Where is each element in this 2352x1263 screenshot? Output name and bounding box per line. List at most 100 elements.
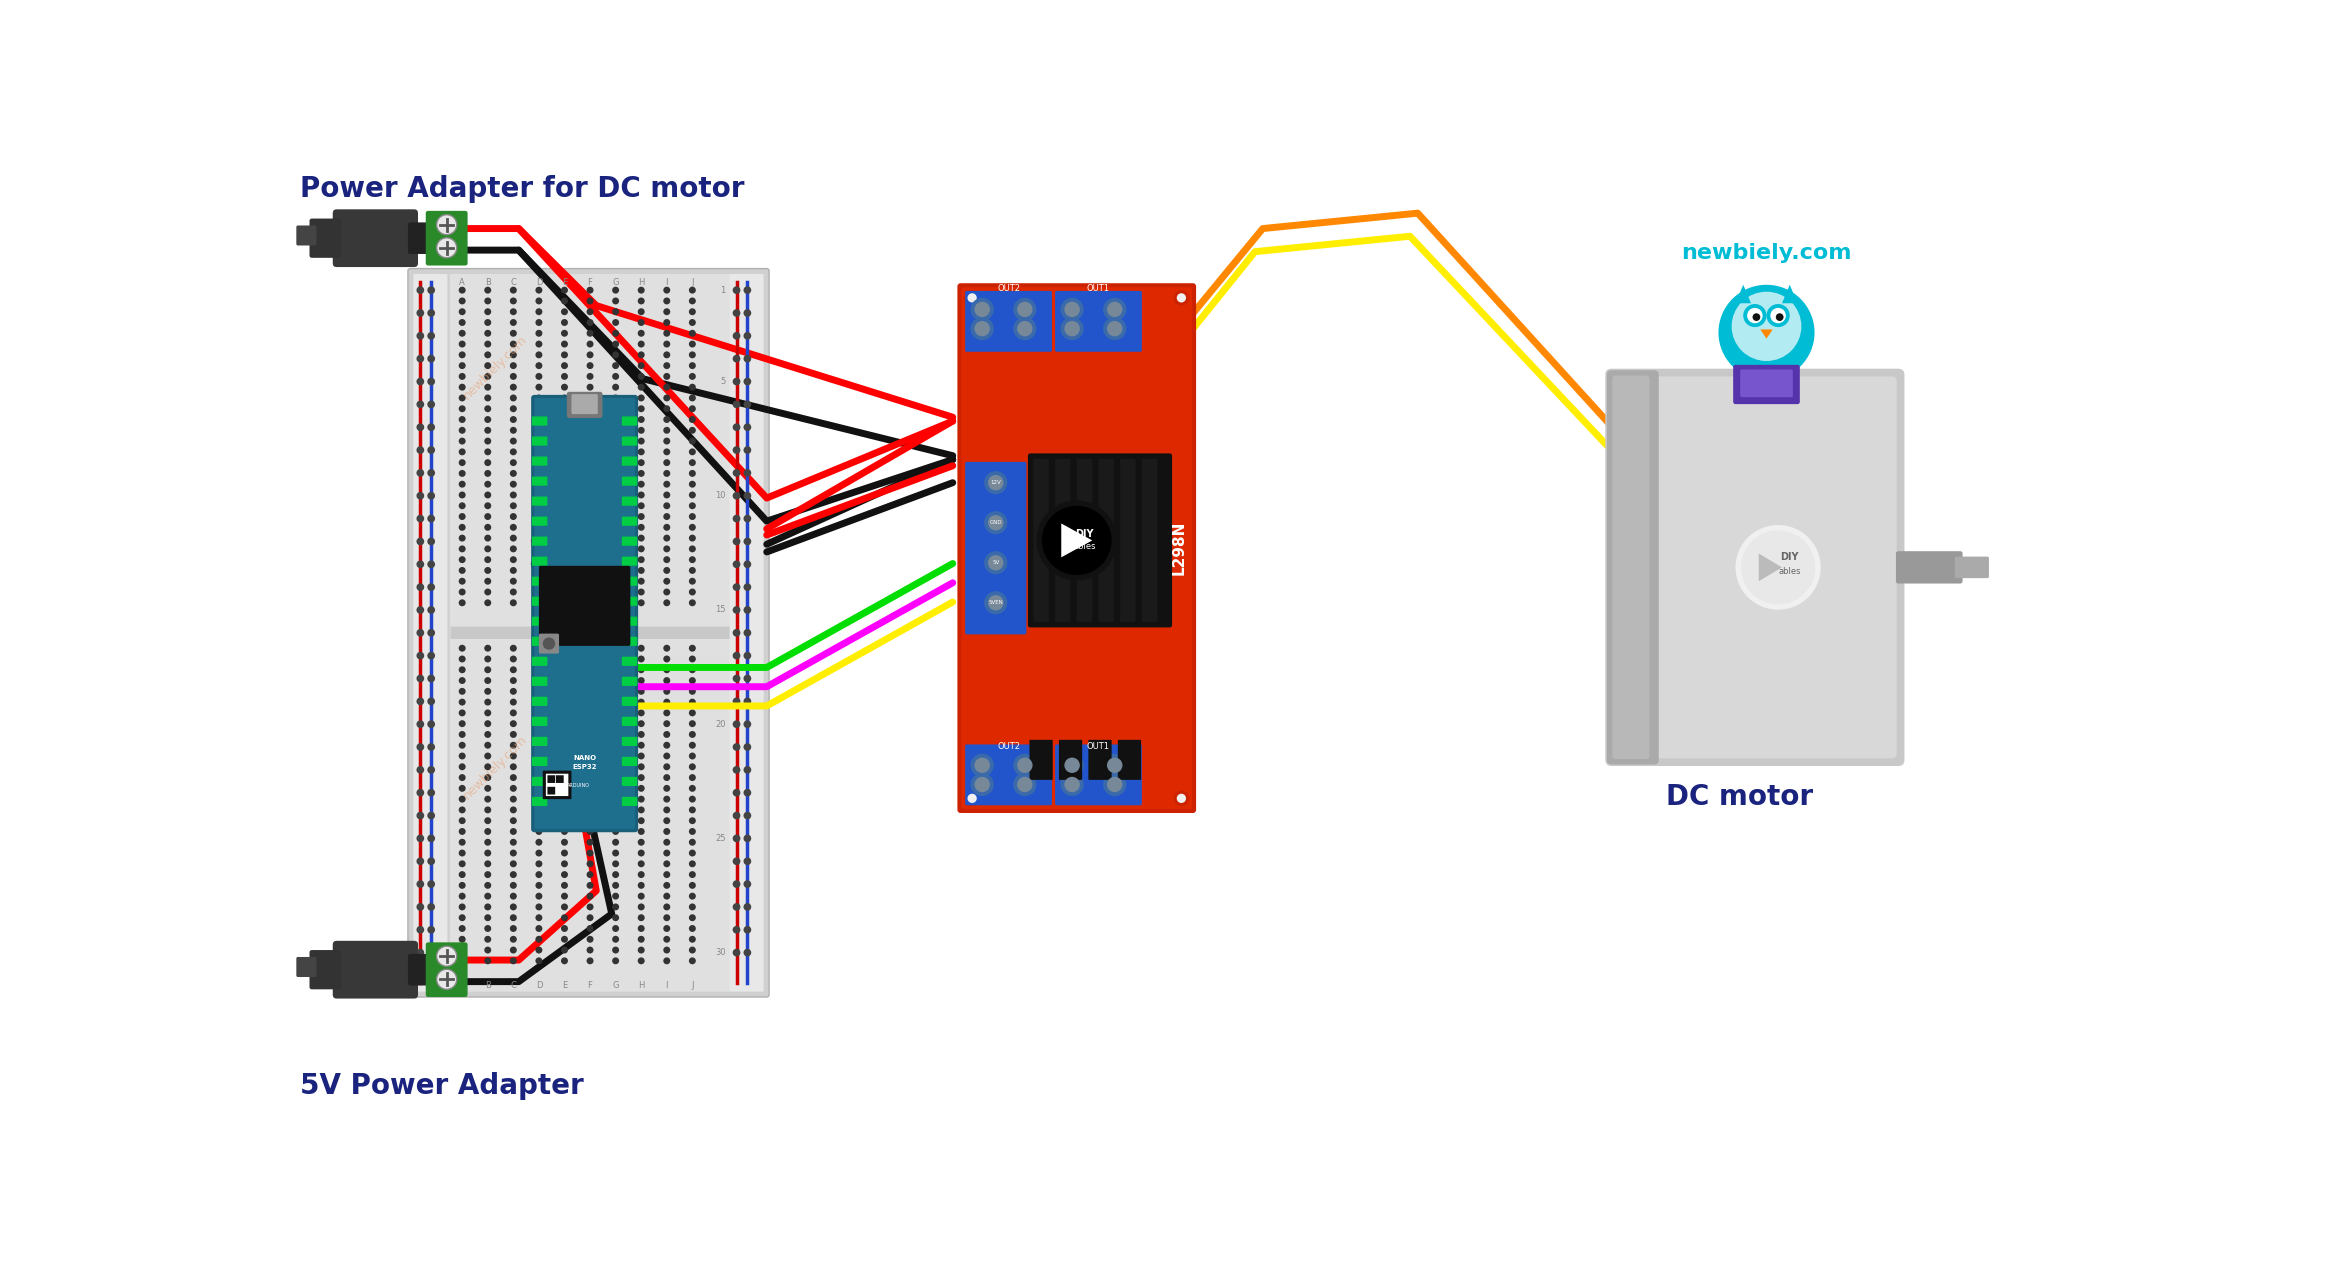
- Circle shape: [663, 710, 670, 716]
- Circle shape: [663, 524, 670, 530]
- Circle shape: [1103, 298, 1127, 321]
- Circle shape: [689, 416, 696, 423]
- FancyBboxPatch shape: [1056, 744, 1141, 806]
- Circle shape: [637, 287, 644, 293]
- Circle shape: [612, 774, 619, 781]
- Circle shape: [586, 829, 593, 835]
- Circle shape: [586, 667, 593, 673]
- Circle shape: [536, 710, 543, 716]
- Circle shape: [562, 567, 567, 573]
- Circle shape: [637, 330, 644, 337]
- Circle shape: [689, 589, 696, 595]
- Circle shape: [689, 556, 696, 563]
- Circle shape: [562, 341, 567, 347]
- Circle shape: [586, 860, 593, 868]
- Circle shape: [689, 860, 696, 868]
- Circle shape: [612, 460, 619, 466]
- Circle shape: [988, 595, 1004, 610]
- Circle shape: [536, 753, 543, 759]
- Circle shape: [612, 534, 619, 542]
- Circle shape: [663, 405, 670, 412]
- Circle shape: [459, 503, 466, 509]
- Circle shape: [663, 384, 670, 390]
- Circle shape: [536, 731, 543, 738]
- Circle shape: [734, 400, 741, 408]
- FancyBboxPatch shape: [964, 462, 1025, 634]
- FancyBboxPatch shape: [426, 942, 468, 997]
- Circle shape: [562, 437, 567, 445]
- Circle shape: [663, 437, 670, 445]
- Circle shape: [510, 513, 517, 520]
- Circle shape: [586, 503, 593, 509]
- Circle shape: [663, 882, 670, 889]
- FancyBboxPatch shape: [532, 777, 548, 786]
- Circle shape: [637, 513, 644, 520]
- Circle shape: [536, 298, 543, 304]
- Circle shape: [485, 567, 492, 573]
- Circle shape: [663, 957, 670, 964]
- Polygon shape: [1736, 284, 1750, 303]
- Circle shape: [637, 577, 644, 585]
- Circle shape: [974, 302, 990, 317]
- Circle shape: [689, 925, 696, 932]
- Circle shape: [536, 351, 543, 359]
- FancyBboxPatch shape: [621, 417, 637, 426]
- Circle shape: [1016, 321, 1033, 336]
- Circle shape: [612, 600, 619, 606]
- Circle shape: [586, 287, 593, 293]
- Circle shape: [586, 405, 593, 412]
- Circle shape: [586, 882, 593, 889]
- Circle shape: [536, 589, 543, 595]
- Circle shape: [689, 546, 696, 552]
- Circle shape: [459, 298, 466, 304]
- Circle shape: [612, 394, 619, 402]
- Circle shape: [743, 446, 750, 453]
- Circle shape: [536, 513, 543, 520]
- Circle shape: [485, 546, 492, 552]
- Circle shape: [562, 914, 567, 921]
- Circle shape: [510, 817, 517, 825]
- Circle shape: [562, 925, 567, 932]
- Circle shape: [689, 577, 696, 585]
- FancyBboxPatch shape: [572, 394, 597, 414]
- Circle shape: [637, 589, 644, 595]
- Circle shape: [734, 538, 741, 546]
- Circle shape: [510, 882, 517, 889]
- Circle shape: [612, 936, 619, 942]
- Circle shape: [510, 698, 517, 706]
- Circle shape: [562, 394, 567, 402]
- Circle shape: [1061, 754, 1084, 777]
- Circle shape: [689, 807, 696, 813]
- FancyBboxPatch shape: [426, 211, 468, 265]
- Circle shape: [437, 215, 456, 235]
- Circle shape: [586, 784, 593, 792]
- Circle shape: [536, 741, 543, 749]
- Circle shape: [971, 773, 995, 796]
- Circle shape: [612, 481, 619, 488]
- Circle shape: [689, 753, 696, 759]
- Circle shape: [428, 903, 435, 911]
- Circle shape: [637, 903, 644, 911]
- Circle shape: [562, 600, 567, 606]
- Circle shape: [734, 515, 741, 523]
- Circle shape: [689, 460, 696, 466]
- Circle shape: [416, 880, 423, 888]
- Circle shape: [612, 817, 619, 825]
- Circle shape: [1176, 293, 1185, 302]
- Circle shape: [459, 731, 466, 738]
- Circle shape: [1065, 777, 1080, 792]
- Circle shape: [536, 817, 543, 825]
- Circle shape: [510, 839, 517, 846]
- Text: newbiely.com: newbiely.com: [461, 733, 529, 802]
- Circle shape: [536, 893, 543, 899]
- FancyBboxPatch shape: [1056, 458, 1070, 623]
- Circle shape: [510, 763, 517, 770]
- Circle shape: [689, 524, 696, 530]
- Circle shape: [586, 871, 593, 878]
- Text: 5VEN: 5VEN: [988, 600, 1004, 605]
- Circle shape: [637, 644, 644, 652]
- Circle shape: [637, 720, 644, 727]
- Circle shape: [586, 427, 593, 433]
- Circle shape: [562, 556, 567, 563]
- Circle shape: [612, 320, 619, 326]
